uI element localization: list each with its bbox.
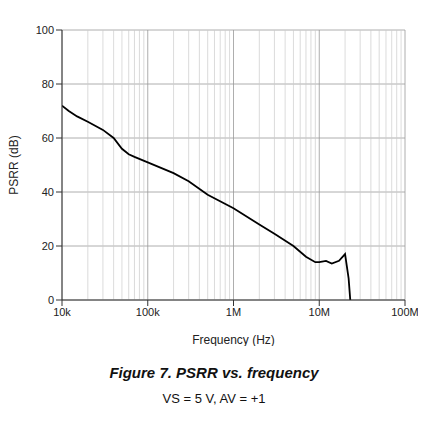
svg-text:100M: 100M xyxy=(391,306,418,318)
svg-text:1M: 1M xyxy=(226,306,241,318)
html-text:VS = 5 V, AV = +1: VS = 5 V, AV = +1 xyxy=(162,391,266,406)
svg-text:40: 40 xyxy=(42,186,54,198)
svg-text:60: 60 xyxy=(42,132,54,144)
svg-text:20: 20 xyxy=(42,240,54,252)
svg-text:100k: 100k xyxy=(136,306,160,318)
html-text:Figure 7. PSRR vs. frequency: Figure 7. PSRR vs. frequency xyxy=(109,364,319,381)
svg-text:80: 80 xyxy=(42,78,54,90)
svg-text:Frequency (Hz): Frequency (Hz) xyxy=(192,333,275,346)
svg-text:10k: 10k xyxy=(53,306,71,318)
svg-text:PSRR (dB): PSRR (dB) xyxy=(8,135,21,194)
svg-text:10M: 10M xyxy=(309,306,330,318)
svg-text:0: 0 xyxy=(48,294,54,306)
svg-text:100: 100 xyxy=(36,24,54,36)
